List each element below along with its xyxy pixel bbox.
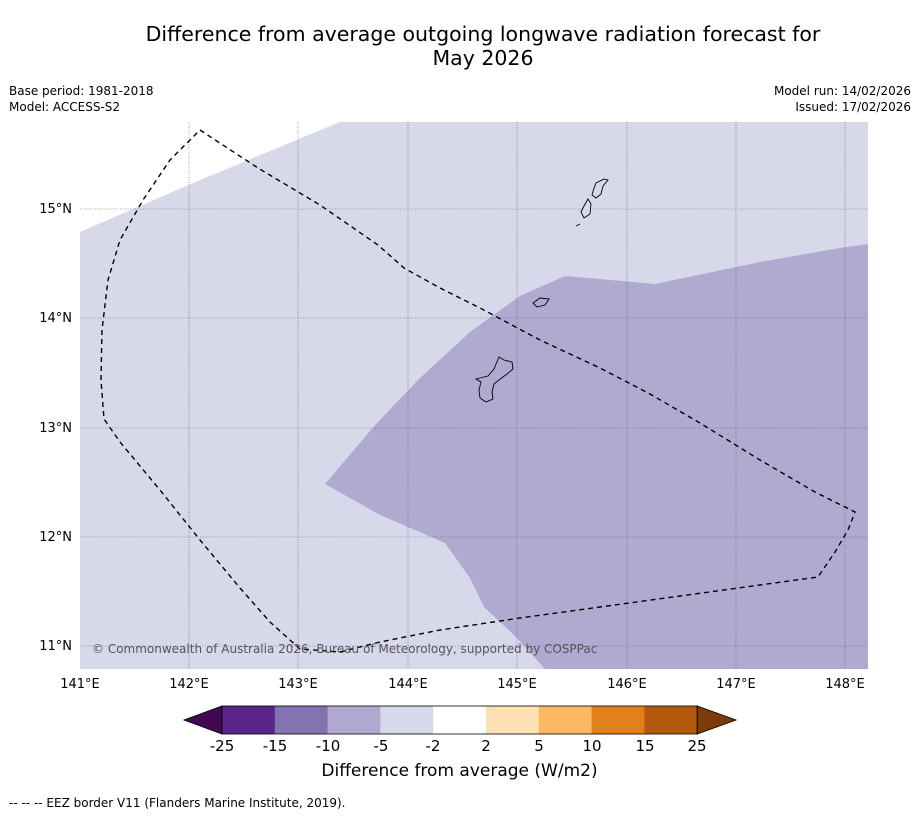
colorbar-tick-label: 10 <box>582 737 601 755</box>
colorbar-tick-label: -10 <box>316 737 341 755</box>
colorbar-segment <box>222 706 276 734</box>
lat-label: 13°N <box>39 421 72 436</box>
colorbar-tick-label: 2 <box>481 737 491 755</box>
colorbar-segment <box>644 706 698 734</box>
run-info-right: Model run: 14/02/2026 Issued: 17/02/2026 <box>774 83 911 115</box>
colorbar-tick-label: -25 <box>210 737 235 755</box>
colorbar <box>182 705 738 735</box>
colorbar-tick-label: 25 <box>687 737 706 755</box>
base-period: Base period: 1981-2018 <box>9 84 154 98</box>
lon-label: 145°E <box>497 677 537 692</box>
gridlines <box>80 122 868 669</box>
lat-label: 14°N <box>39 311 72 326</box>
issued-date: Issued: 17/02/2026 <box>795 100 911 114</box>
lon-label: 146°E <box>607 677 647 692</box>
map-title: Difference from average outgoing longwav… <box>0 22 919 70</box>
lon-label: 142°E <box>169 677 209 692</box>
colorbar-tick-label: 5 <box>534 737 544 755</box>
island-saipan <box>591 178 609 199</box>
colorbar-frame <box>221 705 698 735</box>
colorbar-tick-label: 15 <box>635 737 654 755</box>
colorbar-title: Difference from average (W/m2) <box>321 761 598 781</box>
colorbar-extend-high <box>696 705 738 735</box>
lon-label: 143°E <box>278 677 318 692</box>
footnote: -- -- -- EEZ border V11 (Flanders Marine… <box>9 796 346 810</box>
colorbar-tick-label: -5 <box>374 737 389 755</box>
colorbar-tick-label: -2 <box>426 737 441 755</box>
copyright-text: © Commonwealth of Australia 2026, Bureau… <box>92 642 597 656</box>
colorbar-tick-label: -15 <box>263 737 288 755</box>
eez-border <box>100 129 856 653</box>
colorbar-segment <box>486 706 540 734</box>
title-line-1: Difference from average outgoing longwav… <box>145 22 821 46</box>
lat-labels: 15°N 14°N 13°N 12°N 11°N <box>39 202 72 654</box>
anomaly-field <box>80 122 868 669</box>
colorbar-segment <box>274 706 329 734</box>
lat-label: 11°N <box>39 639 72 654</box>
lon-labels: 141°E 142°E 143°E 144°E 145°E 146°E 147°… <box>60 677 865 692</box>
island-guam <box>474 356 514 403</box>
colorbar-extend-low <box>182 705 223 735</box>
title-line-2: May 2026 <box>432 46 534 70</box>
model-name: Model: ACCESS-S2 <box>9 100 121 114</box>
anomaly-zone-medium <box>325 244 868 669</box>
colorbar-segment <box>538 706 593 734</box>
island-tinian <box>580 198 592 219</box>
run-info-left: Base period: 1981-2018 Model: ACCESS-S2 <box>9 83 154 115</box>
colorbar-segment <box>433 706 487 734</box>
lon-label: 147°E <box>716 677 756 692</box>
lon-label: 141°E <box>60 677 100 692</box>
lat-label: 12°N <box>39 530 72 545</box>
colorbar-segment <box>591 706 645 734</box>
colorbar-segment <box>327 706 381 734</box>
colorbar-ticks: -25 -15 -10 -5 -2 2 5 10 15 25 <box>210 737 707 755</box>
lon-label: 144°E <box>388 677 428 692</box>
lon-label: 148°E <box>825 677 865 692</box>
lat-label: 15°N <box>39 202 72 217</box>
model-run-date: Model run: 14/02/2026 <box>773 84 911 98</box>
island-aguijan <box>575 223 581 227</box>
islands <box>474 178 609 403</box>
colorbar-segment <box>380 706 434 734</box>
island-rota <box>532 297 550 308</box>
